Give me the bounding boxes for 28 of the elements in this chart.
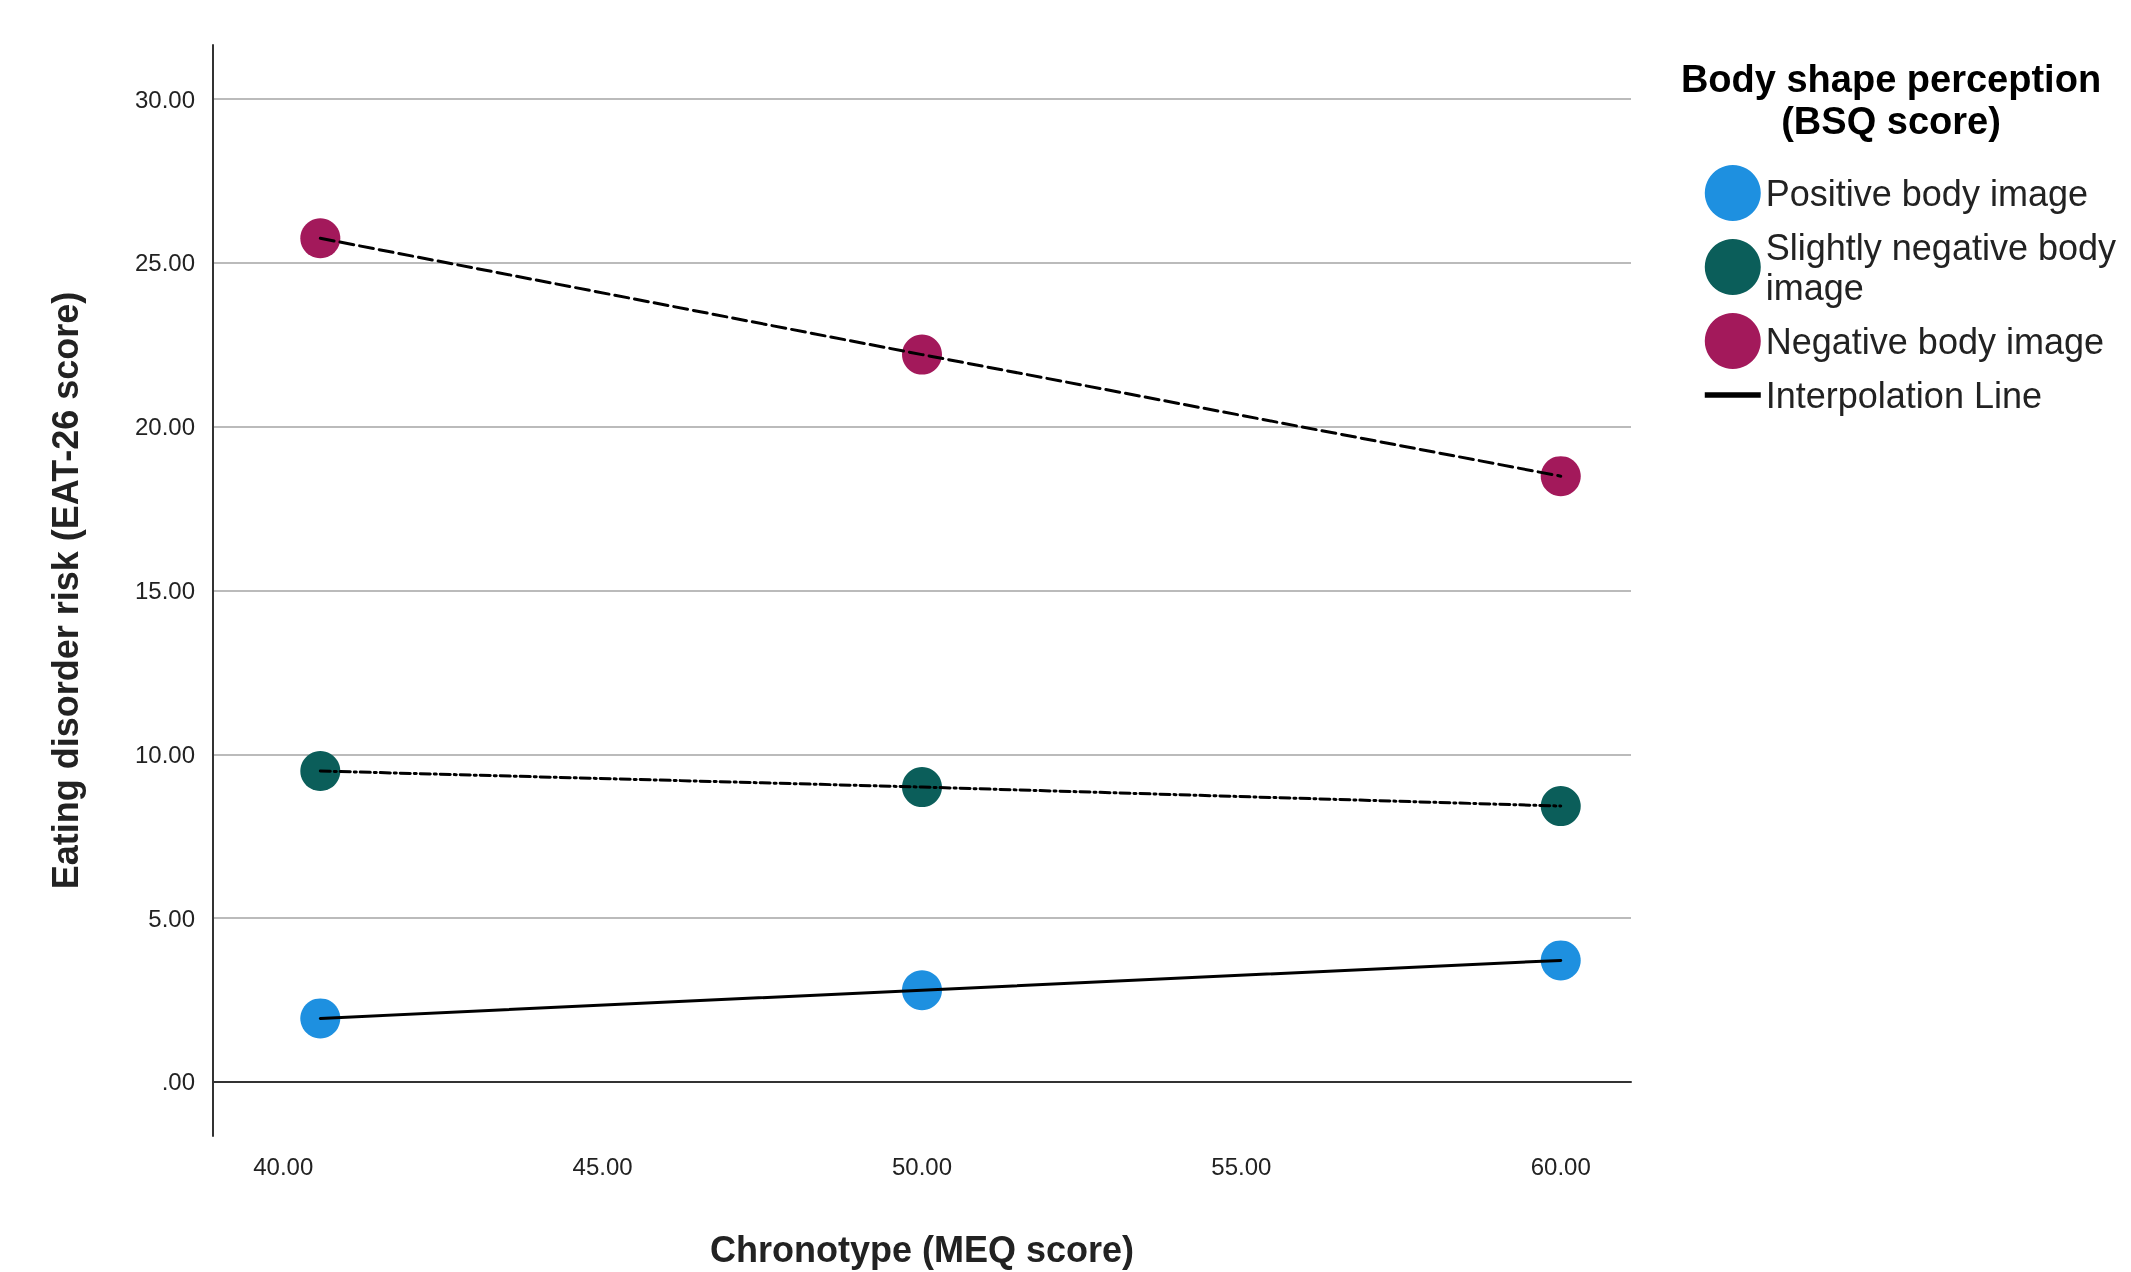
legend-label: Positive body image	[1765, 172, 2088, 214]
y-tick-label: 20.00	[134, 413, 195, 441]
legend-label: Slightly negative body image	[1765, 226, 2117, 308]
x-tick-label: 55.00	[1211, 1152, 1272, 1180]
legend-title: Body shape perception (BSQ score)	[1680, 58, 2102, 142]
y-tick-label: 25.00	[134, 249, 195, 277]
y-tick-label: 30.00	[134, 85, 195, 113]
y-tick-label: 5.00	[148, 904, 195, 932]
y-tick-label: 10.00	[134, 740, 195, 768]
point	[902, 767, 942, 808]
point	[300, 218, 341, 259]
x-tick-label: 50.00	[891, 1152, 953, 1180]
point	[902, 334, 942, 375]
legend-label: Negative body image	[1765, 320, 2104, 362]
point	[300, 998, 341, 1039]
y-tick-label: 15.00	[134, 577, 195, 604]
y-axis-title: Eating disorder risk (EAT-26 score)	[44, 291, 86, 890]
x-tick-label: 45.00	[572, 1152, 633, 1180]
point	[1540, 456, 1581, 497]
y-tick-label: .00	[161, 1068, 195, 1096]
point	[1540, 940, 1581, 981]
point	[300, 751, 341, 792]
x-tick-label: 40.00	[253, 1152, 314, 1180]
legend-label: Interpolation Line	[1765, 374, 2042, 416]
x-axis-title: Chronotype (MEQ score)	[709, 1228, 1135, 1270]
point	[1540, 786, 1581, 827]
point	[902, 970, 942, 1011]
x-tick-label: 60.00	[1530, 1152, 1591, 1180]
